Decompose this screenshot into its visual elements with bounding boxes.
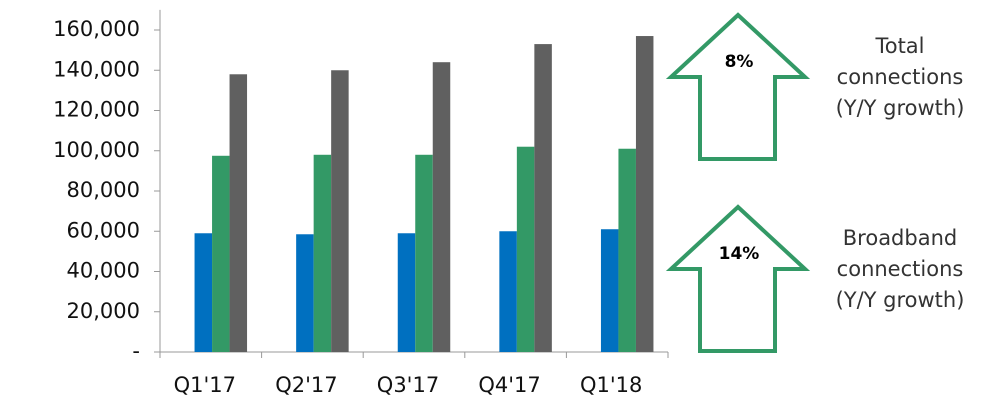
bar [432,62,451,352]
growth-label: 8% [725,52,754,72]
y-tick-label: 160,000 [53,17,140,41]
x-tick-label: Q4'17 [478,373,540,397]
annotation-text: (Y/Y growth) [836,96,965,120]
x-tick-label: Q1'17 [174,373,236,397]
x-tick-label: Q1'18 [580,373,642,397]
growth-label: 14% [719,244,760,264]
annotation-text: Total [874,34,924,58]
y-tick-label: 140,000 [53,57,140,81]
bar [397,233,416,352]
growth-arrow [665,12,811,161]
bar [212,155,230,352]
bar [313,154,332,352]
bar [194,233,213,352]
y-tick-label: 40,000 [67,259,140,283]
bar [635,36,654,352]
y-tick-label: 80,000 [67,178,140,202]
bar [331,70,349,352]
bar [534,44,552,353]
y-tick-label: 100,000 [53,138,140,162]
annotation-text: Broadband [843,226,957,250]
bar [516,146,535,352]
x-tick-label: Q3'17 [377,373,439,397]
annotation-text: connections [837,65,964,89]
y-tick-label: 20,000 [67,299,140,323]
growth-arrow [665,204,811,353]
bar [296,234,314,352]
y-tick-label: 60,000 [67,218,140,242]
annotation-text: (Y/Y growth) [836,288,965,312]
bar [499,231,517,352]
bar [600,229,619,352]
y-tick-label: - [132,339,140,363]
y-tick-label: 120,000 [53,98,140,122]
x-tick-label: Q2'17 [275,373,337,397]
bar [229,74,248,353]
annotation-text: connections [837,257,964,281]
bar [618,148,636,352]
bar [415,154,433,352]
